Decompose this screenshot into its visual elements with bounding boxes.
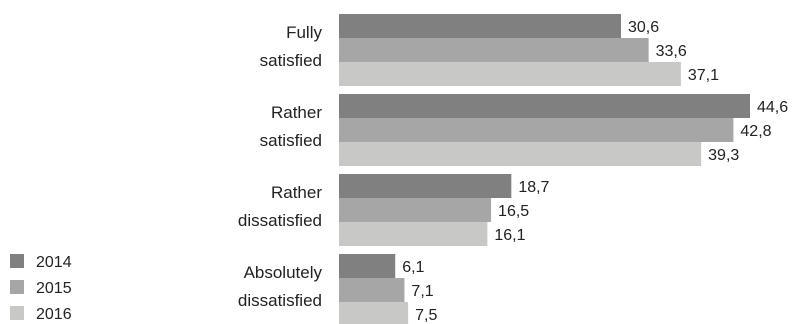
category-label: Rather dissatisfied [238,183,322,230]
data-label: 44,6 [757,99,788,116]
data-label: 6,1 [402,259,424,276]
bar-2014-2 [339,174,512,198]
data-label: 37,1 [688,67,719,84]
data-label: 33,6 [656,43,687,60]
legend-label: 2015 [36,280,72,297]
category-label: Absolutely dissatisfied [238,263,323,310]
data-label: 39,3 [708,147,739,164]
data-label: 30,6 [628,19,659,36]
bar-2014-0 [339,14,621,38]
bar-2015-3 [339,278,405,302]
data-label: 16,1 [494,227,525,244]
bar-2015-1 [339,118,734,142]
bar-2016-2 [339,222,488,246]
data-label: 42,8 [740,123,771,140]
legend-swatch-2014 [10,254,24,268]
bar-2014-3 [339,254,396,278]
bar-2015-0 [339,38,649,62]
data-label: 7,5 [415,307,437,324]
legend-swatch-2015 [10,280,24,294]
legend-swatch-2016 [10,306,24,320]
data-label: 18,7 [518,179,549,196]
category-label: Rather satisfied [260,103,323,150]
bar-2016-0 [339,62,681,86]
legend-label: 2014 [36,254,72,271]
bar-2015-2 [339,198,492,222]
data-label: 16,5 [498,203,529,220]
legend-label: 2016 [36,306,72,323]
data-label: 7,1 [411,283,433,300]
category-label: Fully satisfied [260,23,323,70]
bar-2014-1 [339,94,750,118]
bar-2016-1 [339,142,702,166]
bar-2016-3 [339,302,409,324]
